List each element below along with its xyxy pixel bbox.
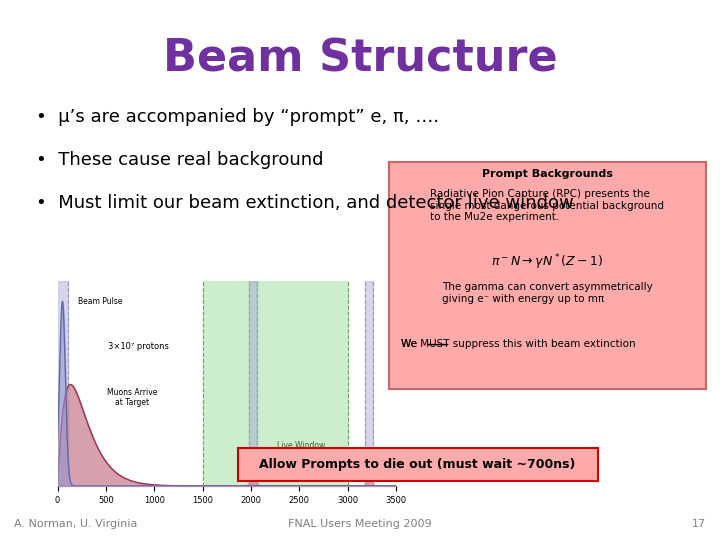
Bar (202, 281, 348, 486)
Text: Muons Arrive
at Target: Muons Arrive at Target (107, 388, 157, 407)
Text: Live Window: Live Window (277, 441, 325, 450)
Text: •  μ’s are accompanied by “prompt” e, π, ….: • μ’s are accompanied by “prompt” e, π, … (36, 108, 439, 126)
Bar (249, 281, 257, 486)
Text: 17: 17 (691, 519, 706, 529)
Bar (365, 281, 373, 486)
Text: The gamma can convert asymmetrically
giving e⁻ with energy up to mπ: The gamma can convert asymmetrically giv… (442, 282, 652, 304)
Text: A. Norman, U. Virginia: A. Norman, U. Virginia (14, 519, 138, 529)
Text: Prompt Backgrounds: Prompt Backgrounds (482, 169, 613, 179)
Text: Allow Prompts to die out (must wait ∼700ns): Allow Prompts to die out (must wait ∼700… (259, 458, 576, 471)
Text: •  Must limit our beam extinction, and detector live window: • Must limit our beam extinction, and de… (36, 194, 574, 212)
Text: FNAL Users Meeting 2009: FNAL Users Meeting 2009 (288, 519, 432, 529)
Text: •  These cause real background: • These cause real background (36, 151, 323, 169)
Bar (57, 281, 68, 486)
Text: Beam Pulse: Beam Pulse (78, 297, 122, 306)
Text: We MUST suppress this with beam extinction: We MUST suppress this with beam extincti… (402, 339, 636, 349)
Text: Beam Structure: Beam Structure (163, 38, 557, 81)
Text: Radiative Pion Capture (RPC) presents the
single most dangerous potential backgr: Radiative Pion Capture (RPC) presents th… (431, 189, 665, 222)
Text: We: We (402, 339, 420, 349)
Text: 3×10⁷ protons: 3×10⁷ protons (108, 342, 169, 352)
Text: $\pi^- N \rightarrow \gamma N^*(Z-1)$: $\pi^- N \rightarrow \gamma N^*(Z-1)$ (491, 253, 603, 272)
